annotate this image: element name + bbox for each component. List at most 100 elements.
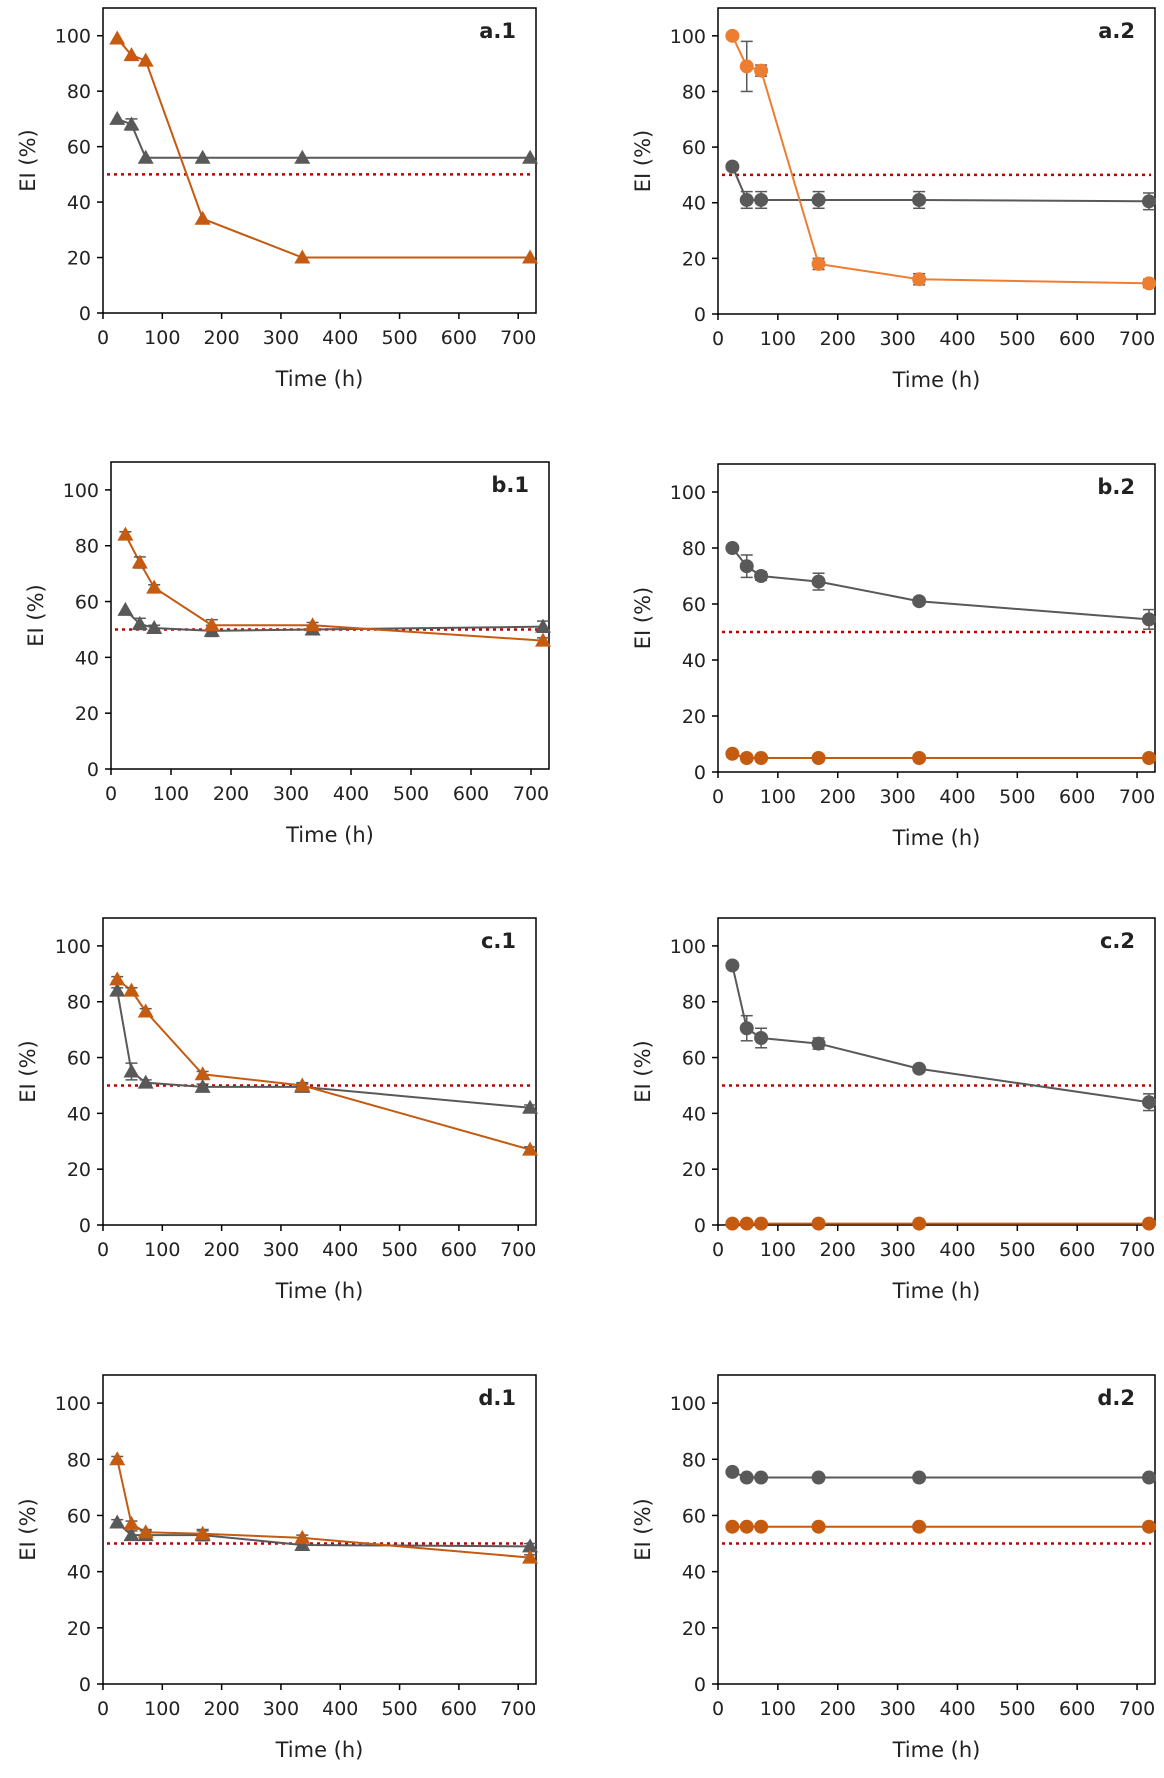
series-gray xyxy=(109,110,539,164)
x-tick-label: 100 xyxy=(760,328,796,350)
data-point xyxy=(739,59,754,74)
x-axis-title: Time (h) xyxy=(892,1738,981,1762)
y-tick-label: 80 xyxy=(682,538,706,560)
series-orange xyxy=(725,1519,1157,1534)
x-tick-label: 500 xyxy=(381,1698,417,1720)
data-point xyxy=(1142,276,1157,291)
y-tick-label: 40 xyxy=(75,647,99,669)
y-tick-label: 40 xyxy=(682,1562,706,1584)
x-tick-label: 0 xyxy=(712,328,724,350)
y-tick-label: 20 xyxy=(682,1159,706,1181)
series-orange xyxy=(117,526,551,647)
x-tick-label: 500 xyxy=(381,327,417,349)
panel-label: d.2 xyxy=(1097,1386,1135,1410)
y-tick-label: 40 xyxy=(67,1562,91,1584)
data-point xyxy=(725,958,740,973)
data-point xyxy=(912,751,927,765)
y-tick-label: 20 xyxy=(682,1618,706,1640)
x-tick-label: 400 xyxy=(939,1698,975,1720)
data-point xyxy=(725,1216,740,1231)
data-point xyxy=(1142,1470,1157,1485)
x-axis-title: Time (h) xyxy=(892,826,981,850)
y-axis-title: EI (%) xyxy=(631,587,655,649)
data-point xyxy=(811,574,826,589)
x-tick-label: 200 xyxy=(213,783,249,805)
y-tick-label: 80 xyxy=(682,81,706,103)
y-tick-label: 40 xyxy=(67,192,91,214)
panel-label: c.2 xyxy=(1100,929,1135,953)
x-tick-label: 0 xyxy=(712,786,724,808)
y-tick-label: 100 xyxy=(670,1393,706,1415)
x-tick-label: 200 xyxy=(820,1239,856,1261)
data-point xyxy=(123,1063,140,1078)
data-point xyxy=(811,256,826,271)
y-tick-label: 20 xyxy=(67,1618,91,1640)
x-axis-title: Time (h) xyxy=(892,1279,981,1303)
data-point xyxy=(194,1066,211,1081)
data-point xyxy=(194,1525,211,1540)
data-point xyxy=(522,249,539,264)
data-point xyxy=(725,28,740,43)
x-tick-label: 500 xyxy=(999,1698,1035,1720)
data-point xyxy=(811,751,826,765)
y-axis-title: EI (%) xyxy=(631,1498,655,1560)
x-tick-label: 300 xyxy=(263,1239,299,1261)
y-tick-label: 20 xyxy=(682,248,706,270)
data-point xyxy=(912,1061,927,1076)
y-tick-label: 80 xyxy=(67,81,91,103)
series-orange xyxy=(725,746,1157,765)
data-point xyxy=(123,982,140,997)
data-point xyxy=(754,1519,769,1534)
x-tick-label: 400 xyxy=(939,786,975,808)
data-point xyxy=(754,1031,769,1046)
y-tick-label: 20 xyxy=(682,706,706,728)
y-tick-label: 80 xyxy=(67,1449,91,1471)
plot-frame xyxy=(717,917,1156,1226)
series-orange xyxy=(109,971,539,1156)
data-point xyxy=(725,746,740,761)
x-tick-label: 300 xyxy=(263,327,299,349)
y-tick-label: 60 xyxy=(67,137,91,159)
x-tick-label: 100 xyxy=(153,783,189,805)
x-tick-label: 0 xyxy=(712,1239,724,1261)
data-point xyxy=(522,1141,539,1156)
y-tick-label: 20 xyxy=(75,703,99,725)
data-point xyxy=(522,1549,539,1564)
data-point xyxy=(811,192,826,207)
data-point xyxy=(1142,1216,1157,1231)
data-point xyxy=(109,1451,126,1466)
x-tick-label: 500 xyxy=(999,328,1035,350)
data-point xyxy=(137,149,154,164)
data-point xyxy=(1142,194,1157,209)
y-tick-label: 60 xyxy=(682,1505,706,1527)
data-point xyxy=(811,1470,826,1485)
series-line xyxy=(124,534,544,642)
x-tick-label: 100 xyxy=(760,786,796,808)
series-line xyxy=(116,978,531,1151)
y-tick-label: 40 xyxy=(682,1103,706,1125)
y-tick-label: 20 xyxy=(67,248,91,270)
data-point xyxy=(203,617,220,632)
x-axis-title: Time (h) xyxy=(892,368,981,392)
chart-panel-d2: 0 20 40 60 80 100 0 100 200 300 400 500 600 700 Time (… xyxy=(631,1374,1157,1762)
y-tick-label: 80 xyxy=(682,992,706,1014)
data-point xyxy=(194,210,211,225)
y-tick-label: 20 xyxy=(67,1159,91,1181)
x-tick-label: 600 xyxy=(453,783,489,805)
x-axis-title: Time (h) xyxy=(275,1279,364,1303)
x-tick-label: 700 xyxy=(1119,1698,1155,1720)
data-point xyxy=(754,192,769,207)
y-tick-label: 60 xyxy=(682,594,706,616)
series-line xyxy=(116,37,531,259)
data-point xyxy=(535,618,551,633)
data-point xyxy=(725,1519,740,1534)
data-point xyxy=(725,541,740,555)
series-orange xyxy=(109,1451,539,1564)
data-point xyxy=(739,751,754,765)
x-tick-label: 200 xyxy=(820,786,856,808)
series-gray xyxy=(725,1464,1157,1485)
x-tick-label: 300 xyxy=(879,1698,915,1720)
data-point xyxy=(912,594,927,609)
data-point xyxy=(739,1519,754,1534)
data-point xyxy=(754,1470,769,1485)
